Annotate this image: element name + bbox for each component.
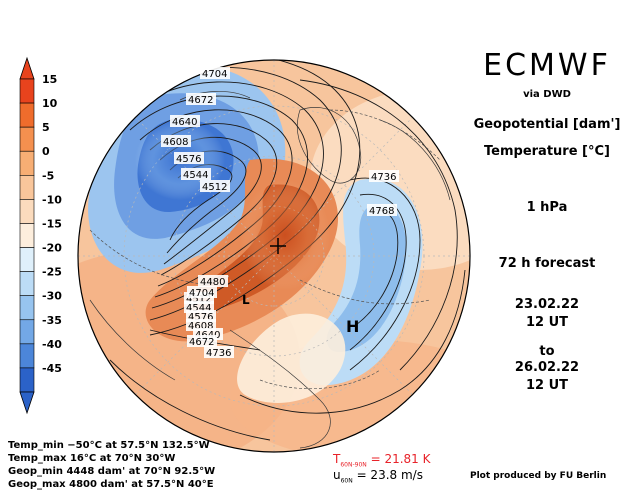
colorbar-tick-label: 0 xyxy=(42,145,50,158)
svg-text:4544: 4544 xyxy=(186,303,211,314)
contour-label: 4736 xyxy=(204,346,234,359)
colorbar-swatch xyxy=(19,295,35,321)
forecast-length: 72 h forecast xyxy=(498,256,596,271)
colorbar-swatch xyxy=(19,271,35,296)
colorbar-top-arrow xyxy=(19,56,35,80)
contour-label: 4704 xyxy=(200,67,230,80)
svg-text:4576: 4576 xyxy=(176,154,201,165)
svg-text:4672: 4672 xyxy=(188,95,213,106)
contour-label: 4672 xyxy=(186,93,216,106)
colorbar-tick-label: -5 xyxy=(42,169,54,182)
u-symbol: u xyxy=(333,468,341,482)
brand-title: ECMWF xyxy=(483,48,611,83)
high-pressure-mark: H xyxy=(346,317,359,336)
source-label: via DWD xyxy=(523,89,571,100)
svg-text:4480: 4480 xyxy=(200,277,225,288)
contour-label: 4704 xyxy=(187,286,217,299)
field-label-temperature: Temperature [°C] xyxy=(484,144,610,159)
contour-labels: 4704467246404608457645444512448047364768… xyxy=(161,67,399,359)
to-word: to xyxy=(539,344,555,359)
svg-text:4768: 4768 xyxy=(369,206,394,217)
cross-marker xyxy=(270,238,286,254)
colorbar-tick-label: 5 xyxy=(42,121,50,134)
pressure-centers: H L xyxy=(242,238,359,336)
pressure-level: 1 hPa xyxy=(526,200,568,215)
colorbar-tick-label: -15 xyxy=(42,217,62,230)
t-symbol: T xyxy=(333,452,341,466)
t-subscript: 60N-90N xyxy=(340,461,367,469)
colorbar-swatch xyxy=(19,319,35,345)
colorbar-tick-label: -40 xyxy=(42,338,62,351)
map-border xyxy=(77,59,471,453)
map-field xyxy=(78,60,470,452)
init-date: 23.02.22 xyxy=(514,297,580,312)
colorbar-swatch xyxy=(19,199,35,224)
svg-text:4672: 4672 xyxy=(189,337,214,348)
valid-date: 26.02.22 xyxy=(514,360,580,375)
colorbar-bottom-arrow xyxy=(19,391,35,415)
svg-text:4736: 4736 xyxy=(206,348,231,359)
colorbar-tick-label: -45 xyxy=(42,362,62,375)
svg-text:4576: 4576 xyxy=(188,312,213,323)
svg-text:4512: 4512 xyxy=(202,182,227,193)
temperature-colorbar: 15 10 5 0 -5 -10 -15 -20 -25 -30 -35 -40 -45 xyxy=(19,56,62,415)
colorbar-swatch xyxy=(19,247,35,272)
colorbar-swatch xyxy=(19,175,35,200)
geop-max-stat: Geop_max 4800 dam' at 57.5°N 40°E xyxy=(8,479,214,490)
polar-cap-temperature: T60N-90N = 21.81 K xyxy=(333,452,431,468)
colorbar-tick-label: -30 xyxy=(42,290,62,303)
svg-text:4704: 4704 xyxy=(189,288,214,299)
colorbar-swatch xyxy=(19,367,35,393)
colorbar-swatch xyxy=(19,223,35,248)
contour-label: 4576 xyxy=(174,152,204,165)
geop-min-stat: Geop_min 4448 dam' at 70°N 92.5°W xyxy=(8,466,216,477)
colorbar-tick-label: -25 xyxy=(42,266,62,279)
temp-max-stat: Temp_max 16°C at 70°N 30°W xyxy=(8,453,176,464)
valid-time: 12 UT xyxy=(525,378,569,393)
contour-label: 4768 xyxy=(367,204,397,217)
u-subscript: 60N xyxy=(340,477,353,485)
svg-text:4608: 4608 xyxy=(163,137,188,148)
zonal-wind: u60N = 23.8 m/s xyxy=(333,468,423,484)
u-value: = 23.8 m/s xyxy=(356,468,423,482)
colorbar-tick-label: 10 xyxy=(42,97,58,110)
colorbar-tick-label: -20 xyxy=(42,242,62,255)
colorbar-tick-label: -10 xyxy=(42,193,62,206)
colorbar-swatch xyxy=(19,150,35,176)
svg-text:4640: 4640 xyxy=(172,117,197,128)
contour-label: 4608 xyxy=(161,135,191,148)
colorbar-swatch xyxy=(19,102,35,128)
field-label-geopotential: Geopotential [dam'] xyxy=(473,117,621,132)
contour-label: 4544 xyxy=(181,168,211,181)
contour-label: 4480 xyxy=(198,275,228,288)
contour-label: 4736 xyxy=(369,170,399,183)
colorbar-swatch xyxy=(19,343,35,369)
svg-text:4704: 4704 xyxy=(202,69,227,80)
init-time: 12 UT xyxy=(525,315,569,330)
colorbar-swatch xyxy=(19,126,35,152)
colorbar-swatch xyxy=(19,78,35,104)
contour-label: 4672 xyxy=(187,335,217,348)
svg-text:4512: 4512 xyxy=(186,294,211,305)
colorbar-tick-label: 15 xyxy=(42,73,57,86)
colorbar-tick-label: -35 xyxy=(42,314,62,327)
temp-min-stat: Temp_min −50°C at 57.5°N 132.5°W xyxy=(8,440,210,451)
low-pressure-mark: L xyxy=(242,293,250,307)
svg-text:4736: 4736 xyxy=(371,172,396,183)
credit-line: Plot produced by FU Berlin xyxy=(470,471,607,481)
svg-text:4608: 4608 xyxy=(188,321,213,332)
contour-label: 4640 xyxy=(170,115,200,128)
svg-text:4544: 4544 xyxy=(183,170,208,181)
t-value: = 21.81 K xyxy=(370,452,431,466)
contour-label: 4512 xyxy=(200,180,230,193)
